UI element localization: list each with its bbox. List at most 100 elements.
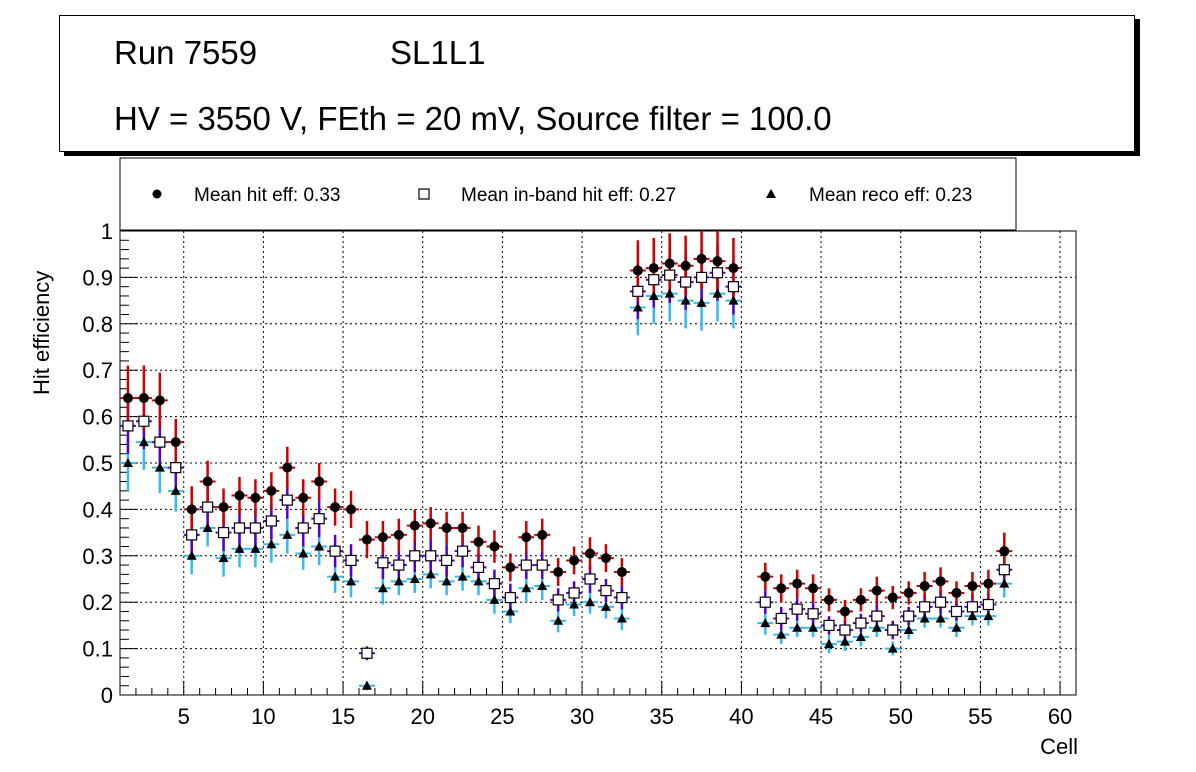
y-tick-label: 0.6 <box>82 405 113 430</box>
hit-eff-point <box>680 260 691 271</box>
reco-eff-point <box>138 437 149 447</box>
reco-eff-point <box>377 583 388 593</box>
hit-eff-point <box>425 518 436 529</box>
x-tick-label: 55 <box>968 704 992 729</box>
x-tick-label: 30 <box>570 704 594 729</box>
reco-eff-point <box>616 613 627 623</box>
inband-eff-point <box>520 559 532 571</box>
reco-eff-point <box>792 622 803 632</box>
inband-eff-point <box>409 550 421 562</box>
x-tick-label: 50 <box>888 704 912 729</box>
hit-eff-point <box>983 578 994 589</box>
inband-eff-point <box>632 285 644 297</box>
hit-eff-point <box>776 583 787 594</box>
inband-eff-point <box>887 624 899 636</box>
inband-eff-point <box>791 603 803 615</box>
x-tick-label: 10 <box>251 704 275 729</box>
reco-eff-point <box>521 583 532 593</box>
hit-eff-point <box>250 492 261 503</box>
x-tick-label: 35 <box>649 704 673 729</box>
inband-eff-point <box>217 526 230 539</box>
legend-reco-marker <box>766 189 776 198</box>
inband-eff-point <box>122 420 134 432</box>
inband-eff-point <box>361 647 373 659</box>
inband-eff-point <box>504 591 516 604</box>
hit-eff-point <box>537 529 548 540</box>
inband-eff-point <box>966 601 979 613</box>
legend-box <box>119 157 1017 231</box>
y-axis-label: Hit efficiency <box>29 271 54 395</box>
hit-eff-point <box>473 536 484 547</box>
reco-eff-point <box>632 302 643 312</box>
y-tick-label: 0.8 <box>82 312 113 337</box>
grid <box>120 230 1076 696</box>
y-tick-label: 0.1 <box>82 637 113 662</box>
reco-eff-point <box>648 290 659 300</box>
reco-eff-point <box>505 606 516 616</box>
reco-eff-point <box>346 576 357 586</box>
hit-eff-point <box>760 571 771 582</box>
inband-eff-point <box>839 624 851 636</box>
reco-eff-point <box>919 613 930 623</box>
hit-eff-point <box>218 502 229 513</box>
inband-eff-point <box>823 619 835 632</box>
reco-eff-point <box>218 553 229 563</box>
reco-eff-point <box>967 611 978 621</box>
reco-eff-point <box>409 574 420 583</box>
reco-eff-point <box>154 462 165 472</box>
reco-eff-point <box>999 578 1010 588</box>
inband-eff-point <box>345 554 357 567</box>
hit-eff-point <box>616 567 627 578</box>
hit-eff-point <box>887 592 898 603</box>
hit-eff-point <box>234 490 245 501</box>
hit-eff-point <box>298 492 309 503</box>
hit-eff-point <box>553 567 564 578</box>
reco-eff-point <box>664 288 675 298</box>
reco-eff-point <box>425 569 436 579</box>
hit-eff-point <box>903 587 914 598</box>
x-tick-label: 25 <box>490 704 514 729</box>
x-axis-label: Cell <box>1040 734 1078 759</box>
hit-eff-point <box>346 504 357 515</box>
reco-eff-point <box>569 599 580 609</box>
legend-hit-marker <box>152 189 162 199</box>
reco-eff-point <box>170 485 181 495</box>
legend-inband-marker <box>418 188 430 200</box>
reco-eff-point <box>808 622 819 632</box>
reco-eff-point <box>585 597 596 607</box>
inband-eff-point <box>456 545 469 557</box>
reco-eff-point <box>728 295 739 305</box>
reco-eff-point <box>871 622 882 632</box>
hit-eff-point <box>569 555 580 566</box>
reco-eff-point <box>696 297 707 307</box>
x-tick-label: 20 <box>410 704 434 729</box>
reco-eff-point <box>600 601 611 611</box>
reco-eff-point <box>298 548 309 558</box>
inband-eff-point <box>600 584 612 597</box>
hit-eff-point <box>632 265 643 276</box>
hit-eff-point <box>521 532 532 543</box>
inband-eff-point <box>695 271 708 283</box>
reco-eff-point <box>441 576 452 586</box>
reco-eff-point <box>489 594 500 604</box>
hit-eff-point <box>871 585 882 596</box>
inband-eff-point <box>855 617 867 629</box>
hit-eff-point <box>441 522 452 533</box>
inband-eff-point <box>616 591 628 604</box>
reco-eff-point <box>983 611 994 621</box>
hit-eff-point <box>585 548 596 559</box>
hit-eff-point <box>186 504 197 515</box>
hit-eff-point <box>919 580 930 591</box>
inband-eff-point <box>919 601 931 613</box>
hit-eff-point <box>330 502 341 513</box>
reco-eff-point <box>935 613 946 623</box>
conditions-label: HV = 3550 V, FEth = 20 mV, Source filter… <box>114 100 832 137</box>
hit-eff-point <box>935 576 946 587</box>
inband-eff-point <box>552 594 564 606</box>
inband-eff-point <box>313 513 325 525</box>
inband-eff-point <box>982 598 994 611</box>
hit-eff-point <box>808 583 819 594</box>
inband-eff-point <box>584 573 596 585</box>
reco-eff-point <box>202 522 213 532</box>
title-box: Run 7559 SL1L1 HV = 3550 V, FEth = 20 mV… <box>59 15 1135 152</box>
